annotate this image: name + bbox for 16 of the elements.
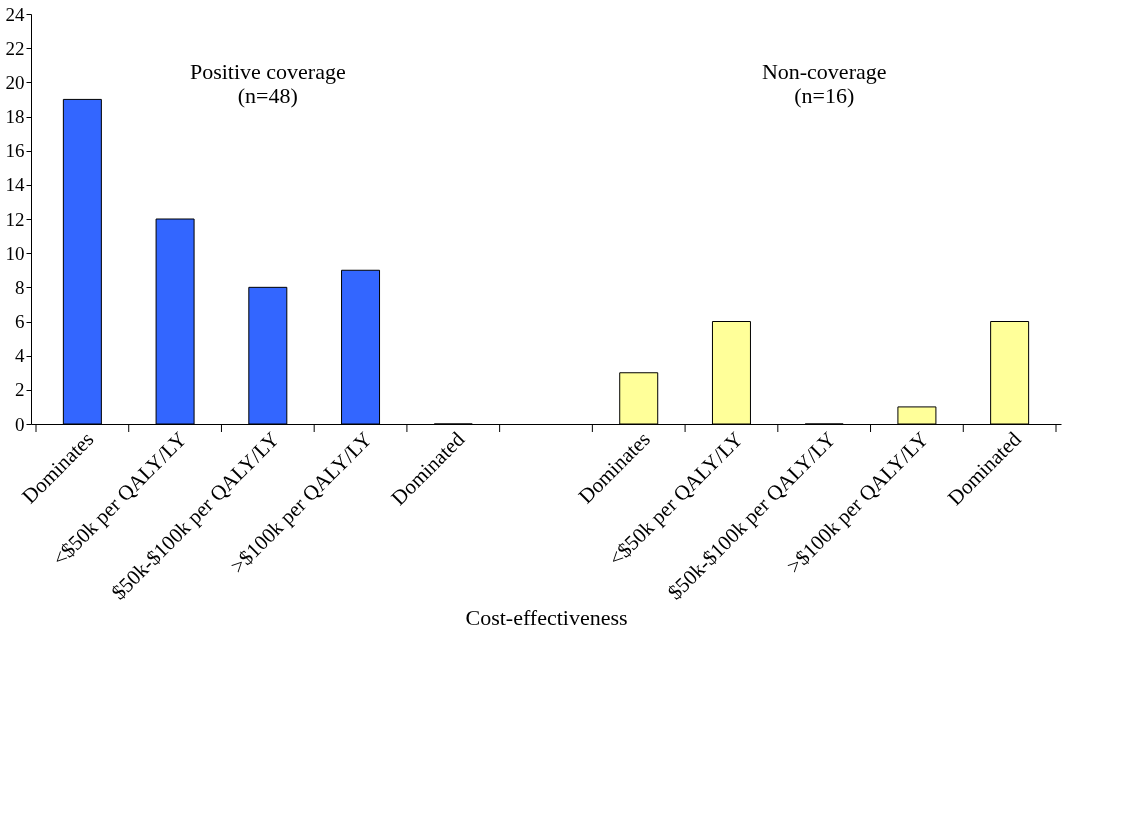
- y-tick-label: 6: [15, 311, 25, 332]
- y-tick-label: 8: [15, 276, 25, 298]
- y-tick-label: 24: [5, 3, 25, 25]
- y-tick-label: 14: [5, 174, 25, 196]
- y-tick-label: 10: [5, 242, 25, 264]
- y-tick-label: 2: [15, 379, 25, 401]
- y-tick-label: 12: [5, 208, 25, 230]
- x-axis-title: Cost-effectiveness: [465, 604, 628, 630]
- y-tick-label: 18: [5, 106, 25, 127]
- y-tick-label: 0: [15, 413, 25, 435]
- y-tick-label: 22: [5, 37, 25, 59]
- y-tick-label: 20: [5, 71, 25, 93]
- annotation: Non-coverage (n=16): [761, 59, 887, 108]
- annotation: Positive coverage (n=48): [189, 59, 346, 108]
- y-tick-label: 16: [5, 140, 25, 162]
- y-tick-label: 4: [15, 345, 25, 367]
